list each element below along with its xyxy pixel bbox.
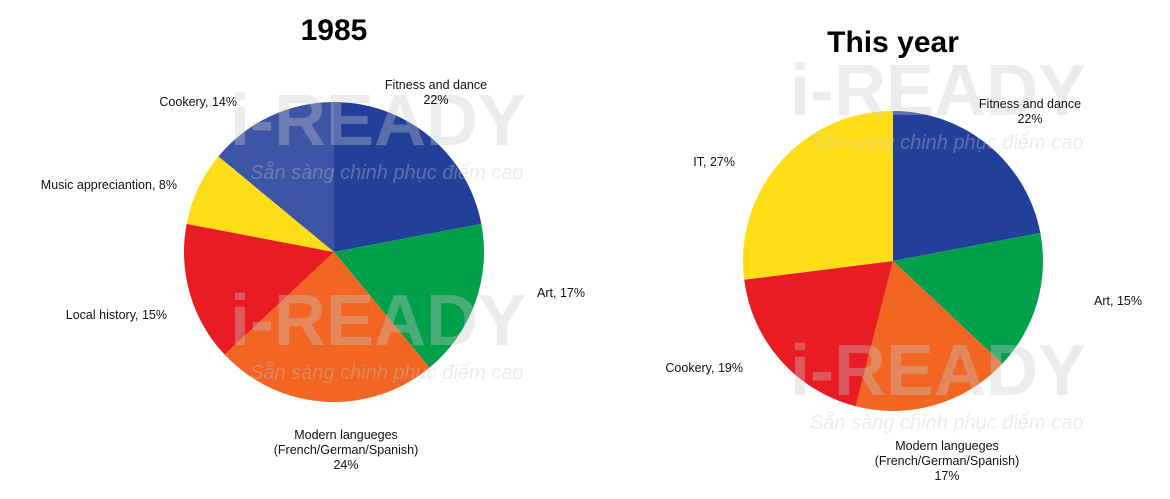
pie-slice — [893, 111, 1041, 261]
slice-value-label: 19% — [717, 361, 743, 375]
pie-slice — [218, 102, 334, 252]
pie-slice — [743, 111, 893, 280]
slice-category: Fitness and dance — [384, 78, 488, 92]
slice-value-label: 8% — [158, 178, 177, 192]
pie-slice — [224, 252, 430, 403]
pie-slice — [744, 261, 893, 407]
slice-label: Music appreciantion, 8% — [41, 178, 177, 193]
slice-value-label: 22% — [423, 93, 449, 107]
slice-label: Modern langueges (French/German/Spanish)… — [875, 439, 1020, 484]
slice-value-label: 27% — [709, 155, 735, 169]
slice-label: Local history, 15% — [66, 308, 167, 323]
slice-label: Modern langueges (French/German/Spanish)… — [274, 428, 419, 473]
slice-value-label: 15% — [1116, 294, 1142, 308]
pie-slice — [893, 232, 1043, 364]
pie-slice — [855, 261, 1003, 411]
slice-label: Art, 17% — [537, 286, 585, 301]
pie-slice — [183, 223, 334, 355]
slice-label: Cookery, 14% — [159, 95, 237, 110]
slice-label: Cookery, 19% — [665, 361, 743, 376]
slice-category: Fitness and dance — [978, 97, 1082, 111]
slice-label: Fitness and dance 22% — [979, 97, 1081, 127]
slice-category: Cookery, — [665, 361, 715, 375]
pie-slice — [186, 156, 334, 252]
slice-label: Fitness and dance 22% — [385, 78, 487, 108]
slice-category: Music appreciantion, — [40, 178, 156, 192]
slice-category: Art, — [537, 286, 557, 300]
slice-category: Art, — [1094, 294, 1114, 308]
chart-title: 1985 — [300, 14, 368, 47]
pie-slice — [334, 102, 482, 252]
slice-category: IT, — [693, 155, 707, 169]
slice-value-label: 17% — [934, 469, 960, 483]
slice-value-label: 14% — [211, 95, 237, 109]
pie-slice — [334, 223, 484, 368]
slice-label: Art, 15% — [1094, 294, 1142, 309]
chart-title: This year — [827, 26, 959, 59]
slice-category: Cookery, — [159, 95, 209, 109]
slice-category: Modern langueges (French/German/Spanish) — [874, 439, 1020, 468]
slice-category: Modern langueges (French/German/Spanish) — [273, 428, 419, 457]
slice-value-label: 22% — [1017, 112, 1043, 126]
slice-value-label: 15% — [141, 308, 167, 322]
slice-category: Local history, — [65, 308, 139, 322]
slice-value-label: 17% — [559, 286, 585, 300]
slice-label: IT, 27% — [693, 155, 735, 170]
slice-value-label: 24% — [333, 458, 359, 472]
